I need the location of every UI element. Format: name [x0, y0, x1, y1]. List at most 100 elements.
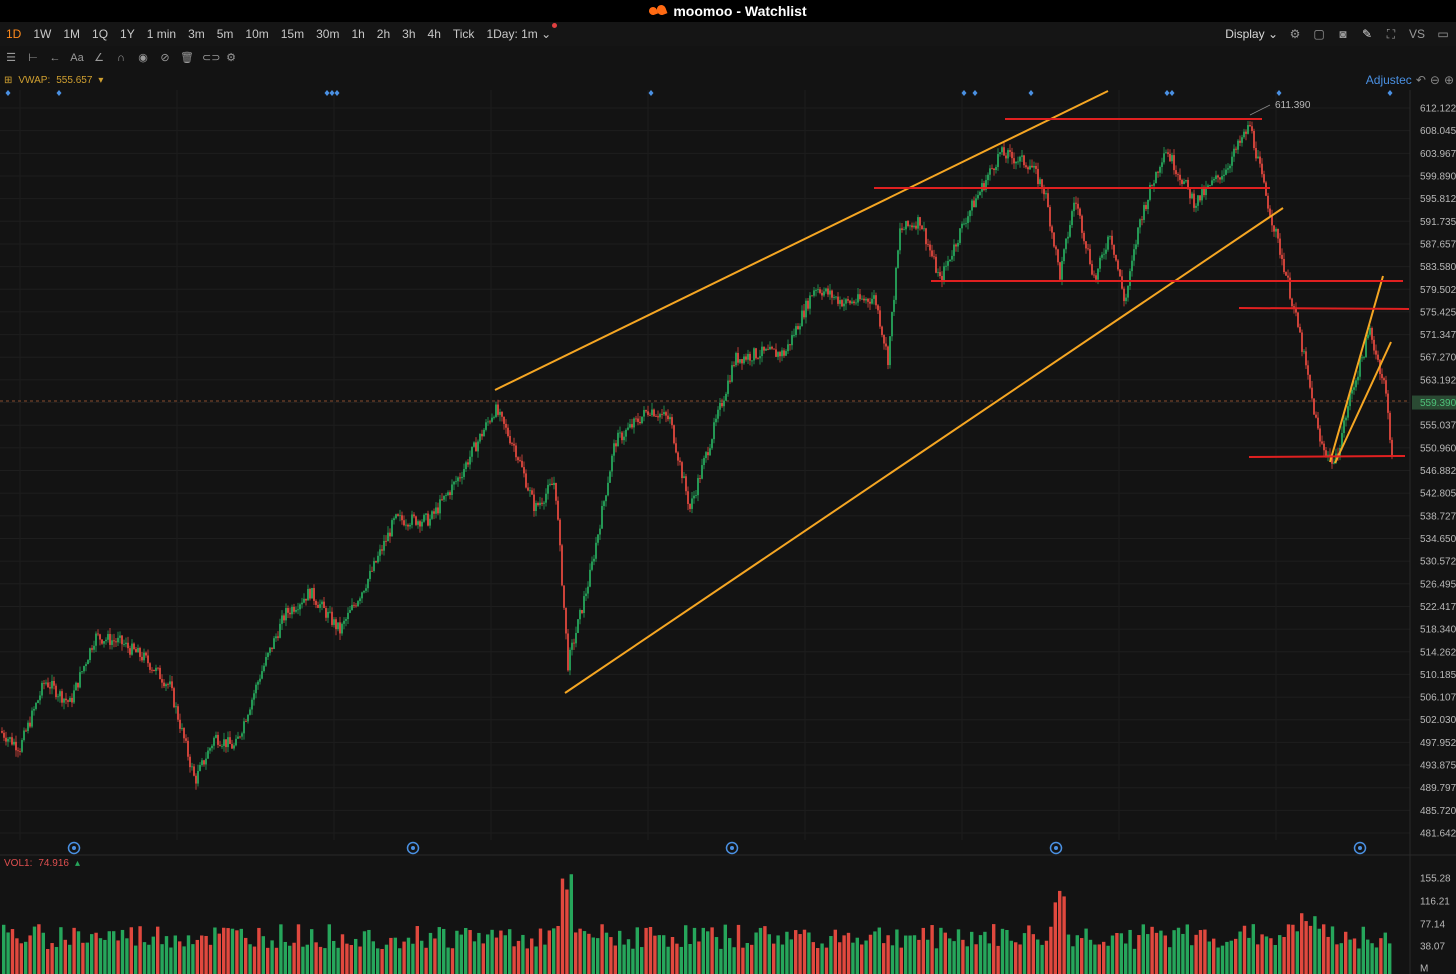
candle-body — [301, 602, 303, 605]
tab-30m[interactable]: 30m — [316, 27, 340, 41]
tab-15m[interactable]: 15m — [280, 27, 305, 41]
y-tick-label: 518.340 — [1420, 625, 1456, 636]
camera-icon[interactable]: ◙ — [1339, 27, 1347, 41]
candle-body — [73, 690, 75, 703]
candle-body — [77, 682, 79, 688]
tab-3h[interactable]: 3h — [402, 27, 416, 41]
candle-body — [955, 244, 957, 247]
pencil-icon[interactable]: ✎ — [1361, 27, 1373, 41]
y-tick-label: 485.720 — [1420, 806, 1456, 817]
layout-icon[interactable]: ☰ — [6, 52, 16, 64]
y-tick-label: 603.967 — [1420, 149, 1456, 160]
candle-body — [517, 457, 519, 461]
square-icon[interactable]: ▢ — [1313, 27, 1325, 41]
undo-icon[interactable]: ↶ — [1415, 73, 1426, 87]
candle-body — [1265, 182, 1267, 196]
candle-body — [645, 410, 647, 412]
adjusted-control[interactable]: Adjustec ↶ ⊖ ⊕ — [1366, 73, 1456, 87]
candle-body — [563, 585, 565, 608]
tab-4h[interactable]: 4h — [427, 27, 441, 41]
plus-icon[interactable]: ⊕ — [1443, 73, 1454, 87]
gear-icon[interactable]: ⚙ — [226, 52, 236, 64]
candle-body — [281, 615, 283, 624]
candle-body — [1067, 236, 1069, 239]
candle-body — [285, 608, 287, 621]
candle-body — [1065, 238, 1067, 250]
day-spec-dropdown[interactable]: 1Day: 1m ⌄ — [480, 23, 558, 41]
tab-1Q[interactable]: 1Q — [92, 27, 109, 41]
candle-body — [1153, 183, 1155, 186]
tab-1min[interactable]: 1 min — [146, 27, 177, 41]
candle-body — [557, 500, 559, 520]
tab-1h[interactable]: 1h — [351, 27, 365, 41]
volume-bar — [556, 925, 560, 974]
volume-indicator[interactable]: VOL1: 74.916 ▴ — [4, 858, 80, 869]
volume-bar — [1093, 944, 1097, 974]
tab-10m[interactable]: 10m — [245, 27, 269, 41]
tab-5m[interactable]: 5m — [216, 27, 234, 41]
candle-body — [777, 352, 779, 357]
volume-bar — [1269, 938, 1273, 974]
candle-body — [373, 561, 375, 571]
tab-tick[interactable]: Tick — [452, 27, 475, 41]
tab-1D[interactable]: 1D — [6, 27, 22, 41]
display-dropdown[interactable]: Display ⌄ — [1225, 27, 1278, 41]
tab-1Y[interactable]: 1Y — [120, 27, 135, 41]
volume-bar — [173, 935, 177, 974]
link-icon[interactable]: ⊂⊃ — [202, 52, 221, 64]
tab-1W[interactable]: 1W — [33, 27, 52, 41]
tab-1M[interactable]: 1M — [63, 27, 81, 41]
candle-body — [701, 465, 703, 479]
candle-body — [1293, 306, 1295, 309]
candle-body — [593, 558, 595, 562]
candle-body — [1025, 165, 1027, 168]
candle-body — [101, 639, 103, 644]
candle-body — [791, 335, 793, 346]
candle-body — [33, 708, 35, 711]
volume-bar — [772, 943, 776, 974]
candle-body — [501, 411, 503, 417]
minus-icon[interactable]: ⊖ — [1429, 73, 1440, 87]
y-tick-label: 559.390 — [1420, 398, 1456, 409]
tab-2h[interactable]: 2h — [376, 27, 391, 41]
candle-body — [1005, 155, 1007, 159]
candle-body — [289, 612, 291, 615]
fullscreen-icon[interactable]: ⛶ — [1386, 27, 1396, 41]
candle-body — [879, 310, 881, 327]
candle-body — [1163, 153, 1165, 163]
volume-bar — [1234, 938, 1238, 974]
tab-3m[interactable]: 3m — [188, 27, 205, 41]
hide-icon[interactable]: ⊘ — [160, 52, 170, 64]
candle-body — [113, 640, 115, 642]
eye-icon[interactable]: ◉ — [138, 52, 148, 64]
text-icon[interactable]: Aa — [70, 52, 84, 64]
candle-body — [283, 615, 285, 621]
candle-body — [965, 222, 967, 224]
candle-body — [647, 411, 649, 415]
candle-body — [277, 636, 279, 638]
volume-bar — [376, 948, 380, 974]
candle-body — [1225, 169, 1227, 175]
back-icon[interactable]: ← — [49, 52, 61, 64]
candle-body — [297, 609, 299, 611]
candle-body — [25, 730, 27, 732]
candle-body — [803, 310, 805, 318]
candle-body — [1051, 226, 1053, 233]
trash-icon[interactable]: 🗑 — [180, 52, 194, 64]
y-tick-label: 542.805 — [1420, 489, 1456, 500]
window-icon[interactable]: ▭ — [1437, 27, 1449, 41]
vs-icon[interactable]: VS — [1408, 27, 1425, 41]
magnet-icon[interactable]: ∩ — [117, 52, 125, 64]
candle-body — [601, 505, 603, 529]
candle-body — [1007, 150, 1009, 159]
candle-body — [739, 359, 741, 363]
bar-style-icon[interactable]: ⊢ — [28, 52, 38, 64]
vwap-indicator[interactable]: ⊞ VWAP: 555.657 ▾ — [0, 72, 103, 88]
candle-body — [1389, 412, 1391, 440]
line-tool-icon[interactable]: ∠ — [94, 52, 104, 64]
settings-icon[interactable]: ⚙ — [1289, 27, 1301, 41]
volume-bar — [1115, 933, 1119, 974]
candle-body — [465, 462, 467, 470]
volume-bar — [142, 942, 147, 974]
